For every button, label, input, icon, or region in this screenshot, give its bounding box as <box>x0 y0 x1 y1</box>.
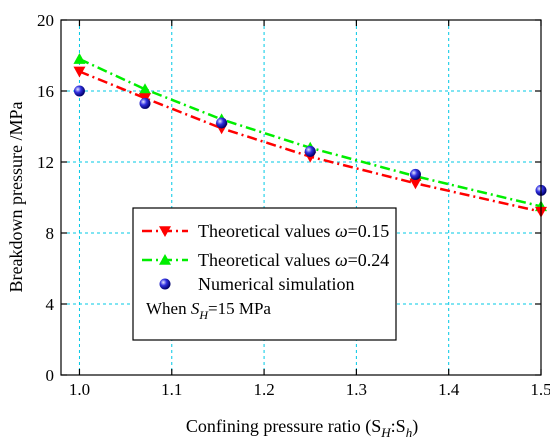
omega-015-legend-marker <box>159 226 171 237</box>
legend-label-value: =0.15 <box>348 221 390 241</box>
series-numerical-point <box>139 97 151 109</box>
series-omega-024-marker <box>139 83 151 95</box>
legend-label-text: Theoretical values <box>198 221 335 241</box>
series <box>73 53 547 218</box>
x-title-text: ) <box>412 416 418 437</box>
legend-label-symbol: ω <box>335 221 348 241</box>
y-tick-label: 4 <box>46 295 55 314</box>
legend-label-value: =0.24 <box>348 250 390 270</box>
x-tick-label: 1.3 <box>346 380 367 399</box>
annotation-sub: H <box>198 308 209 322</box>
y-tick-label: 20 <box>37 11 54 30</box>
series-omega-024-line <box>78 57 542 208</box>
y-tick-label: 16 <box>37 82 54 101</box>
x-tick-label: 1.2 <box>253 380 274 399</box>
plot-frame <box>60 19 542 376</box>
annotation-suffix: =15 MPa <box>208 299 271 318</box>
series-numerical-point <box>216 117 228 129</box>
omega-015-legend-label: Theoretical values ω=0.15 <box>198 221 389 241</box>
series-omega-015-marker <box>409 178 422 190</box>
legend-label-symbol: ω <box>335 250 348 270</box>
axes: 1.0 1.1 1.2 1.3 1.4 1.5 0 4 8 12 16 20 <box>37 11 550 399</box>
x-title-text: Confining pressure ratio (S <box>186 416 381 437</box>
x-tick-label: 1.5 <box>530 380 550 399</box>
numerical-legend-label: Numerical simulation <box>198 274 354 294</box>
annotation-text: When SH=15 MPa <box>146 299 271 322</box>
series-omega-024-marker <box>73 53 86 64</box>
annotation-prefix: When <box>146 299 191 318</box>
numerical-legend-marker <box>159 278 171 290</box>
y-tick-label: 8 <box>46 224 55 243</box>
x-tick-label: 1.1 <box>161 380 182 399</box>
series-numerical-point <box>304 145 316 157</box>
series-omega-015-marker <box>73 66 86 78</box>
y-axis-title: Breakdown pressure /MPa <box>6 102 26 293</box>
legend-label-text: Theoretical values <box>198 250 335 270</box>
series-numerical-point <box>73 85 85 97</box>
x-title-text: :S <box>391 416 406 436</box>
y-tick-label: 12 <box>37 153 54 172</box>
x-title-sub: H <box>380 425 391 440</box>
series-numerical-point <box>409 168 421 180</box>
omega-024-legend-marker <box>159 254 171 265</box>
x-title-sub: h <box>406 425 413 440</box>
x-axis-title: Confining pressure ratio (SH:Sh) <box>186 416 418 440</box>
annotation-var: S <box>191 299 200 318</box>
x-tick-label: 1.0 <box>69 380 90 399</box>
y-tick-label: 0 <box>46 366 55 385</box>
x-tick-label: 1.4 <box>438 380 460 399</box>
omega-024-legend-label: Theoretical values ω=0.24 <box>198 250 389 270</box>
